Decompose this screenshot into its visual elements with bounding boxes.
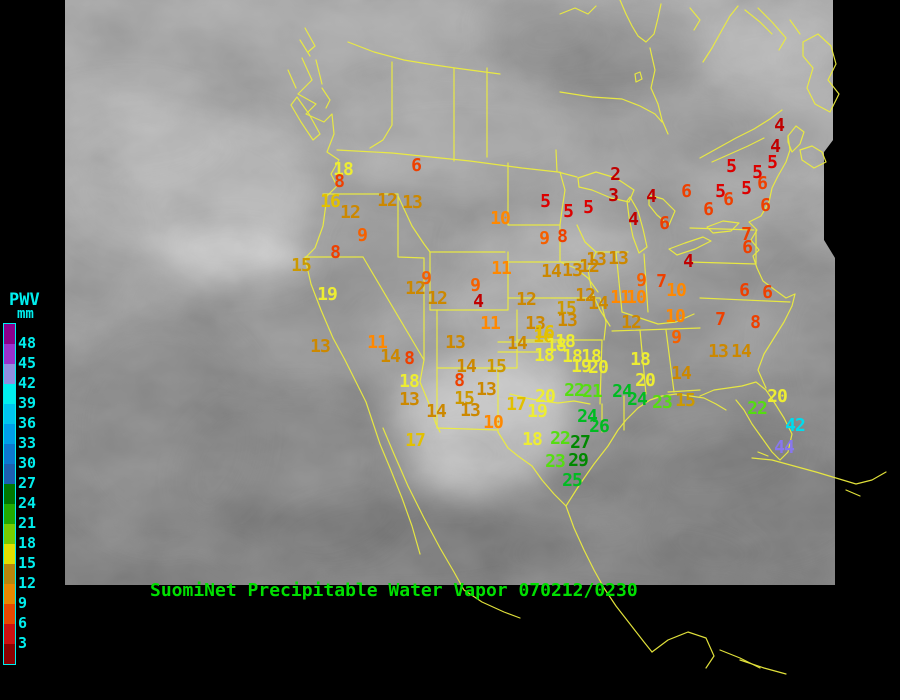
legend-tick-label: 48 (18, 334, 37, 352)
legend-color-segment (4, 464, 15, 484)
legend-color-segment (4, 444, 15, 464)
legend-color-segment (4, 564, 15, 584)
legend-tick-label: 3 (18, 634, 28, 652)
image-caption: SuomiNet Precipitable Water Vapor 070212… (150, 580, 638, 601)
legend-color-segment (4, 344, 15, 364)
legend-tick-label: 27 (18, 474, 37, 492)
legend-tick-label: 6 (18, 614, 28, 632)
legend-colorbar (3, 323, 16, 665)
legend-tick-label: 42 (18, 374, 37, 392)
legend-tick-label: 18 (18, 534, 37, 552)
legend-tick-label: 39 (18, 394, 37, 412)
legend-color-segment (4, 524, 15, 544)
legend-tick-label: 36 (18, 414, 37, 432)
legend-color-segment (4, 504, 15, 524)
legend-tick-label: 9 (18, 594, 28, 612)
legend-color-segment (4, 644, 15, 664)
legend-tick-label: 15 (18, 554, 37, 572)
map-outlines (287, 0, 887, 675)
legend-tick-label: 45 (18, 354, 37, 372)
legend-color-segment (4, 484, 15, 504)
legend-tick-label: 24 (18, 494, 37, 512)
legend-color-segment (4, 384, 15, 404)
legend-tick-label: 30 (18, 454, 37, 472)
legend-tick-label: 12 (18, 574, 37, 592)
legend-color-segment (4, 364, 15, 384)
legend-color-segment (4, 544, 15, 564)
satellite-imagery (65, 0, 835, 585)
legend-color-segment (4, 424, 15, 444)
legend-title: PWV (9, 290, 40, 310)
legend-color-segment (4, 324, 15, 344)
legend-color-segment (4, 404, 15, 424)
legend-tick-label: 21 (18, 514, 37, 532)
legend-color-segment (4, 624, 15, 644)
legend-unit: mm (17, 306, 34, 322)
legend-tick-label: 33 (18, 434, 37, 452)
pwv-legend: PWV mm 48 45 42 39 36 33 30 27 24 21 18 15 12 9 6 3 (0, 0, 64, 700)
legend-color-segment (4, 584, 15, 604)
legend-color-segment (4, 604, 15, 624)
